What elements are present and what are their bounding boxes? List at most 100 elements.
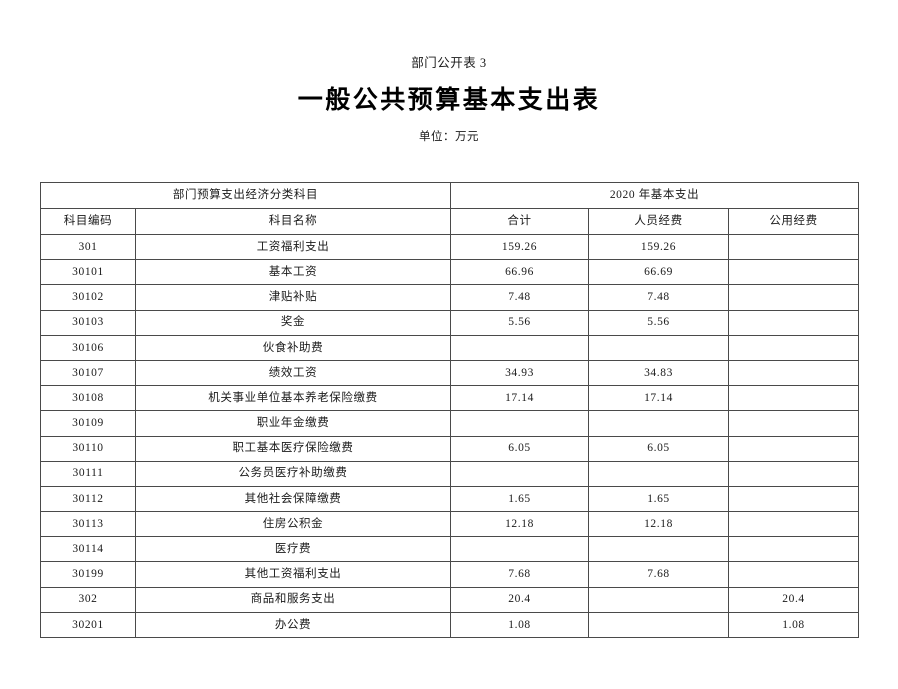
cell-total: 159.26 — [450, 233, 590, 261]
cell-public — [728, 561, 860, 588]
table-row: 30109 职业年金缴费 — [40, 410, 860, 437]
cell-name: 其他社会保障缴费 — [134, 485, 452, 513]
cell-person: 17.14 — [588, 385, 730, 412]
cell-public — [728, 284, 860, 311]
table-group-header-row: 部门预算支出经济分类科目 2020 年基本支出 — [39, 182, 860, 209]
column-header-public: 公用经费 — [728, 208, 860, 235]
cell-person — [588, 586, 730, 613]
cell-public — [728, 359, 860, 387]
cell-person: 7.48 — [588, 284, 730, 311]
table-header: 部门预算支出经济分类科目 2020 年基本支出 科目编码 科目名称 合计 人员经… — [39, 182, 860, 235]
cell-total: 1.65 — [450, 485, 590, 513]
table-row: 30111 公务员医疗补助缴费 — [40, 460, 860, 487]
cell-total: 5.56 — [450, 309, 590, 336]
table-row: 30199 其他工资福利支出 7.68 7.68 — [40, 561, 860, 588]
unit-note: 单位：万元 — [419, 130, 479, 143]
cell-person — [588, 334, 730, 361]
cell-code: 30108 — [40, 385, 136, 412]
table-row: 30102 津贴补贴 7.48 7.48 — [40, 284, 860, 311]
cell-person: 1.65 — [588, 485, 730, 513]
cell-total — [450, 460, 590, 487]
budget-table: 部门预算支出经济分类科目 2020 年基本支出 科目编码 科目名称 合计 人员经… — [39, 182, 860, 639]
cell-public — [728, 334, 860, 361]
cell-code: 30107 — [40, 359, 136, 387]
cell-name: 职工基本医疗保险缴费 — [134, 435, 452, 462]
cell-person: 5.56 — [588, 309, 730, 336]
cell-total: 34.93 — [450, 359, 590, 387]
cell-code: 30114 — [40, 536, 136, 563]
table-row: 30101 基本工资 66.96 66.69 — [40, 259, 860, 286]
cell-total: 66.96 — [450, 259, 590, 286]
table-row: 30103 奖金 5.56 5.56 — [40, 309, 860, 336]
cell-total — [450, 334, 590, 361]
cell-code: 30113 — [40, 511, 136, 538]
cell-code: 30111 — [40, 460, 136, 487]
cell-person: 66.69 — [588, 259, 730, 286]
cell-code: 30106 — [40, 334, 136, 361]
cell-code: 30102 — [40, 284, 136, 311]
cell-total: 20.4 — [450, 586, 590, 613]
cell-name: 其他工资福利支出 — [134, 561, 452, 588]
table-body: 301 工资福利支出 159.26 159.26 30101 基本工资 66.96 66.69… — [40, 233, 860, 639]
document-page: 部门公开表 3 一般公共预算基本支出表 单位：万元 部门预算支出经济分类科目 2… — [0, 55, 898, 689]
cell-name: 职业年金缴费 — [134, 410, 452, 437]
cell-code: 30199 — [40, 561, 136, 588]
budget-table-container: 部门预算支出经济分类科目 2020 年基本支出 科目编码 科目名称 合计 人员经… — [39, 182, 860, 639]
cell-person — [588, 410, 730, 437]
column-header-code: 科目编码 — [40, 208, 136, 235]
table-row: 301 工资福利支出 159.26 159.26 — [40, 233, 860, 261]
table-row: 30107 绩效工资 34.93 34.83 — [40, 359, 860, 387]
cell-total: 12.18 — [450, 511, 590, 538]
table-row: 30112 其他社会保障缴费 1.65 1.65 — [40, 485, 860, 513]
cell-name: 商品和服务支出 — [134, 586, 452, 613]
cell-total: 17.14 — [450, 385, 590, 412]
cell-public — [728, 536, 860, 563]
cell-public — [728, 410, 860, 437]
column-header-person: 人员经费 — [588, 208, 730, 235]
cell-name: 伙食补助费 — [134, 334, 452, 361]
cell-name: 公务员医疗补助缴费 — [134, 460, 452, 487]
cell-name: 奖金 — [134, 309, 452, 336]
cell-code: 301 — [40, 233, 136, 261]
cell-total: 7.68 — [450, 561, 590, 588]
table-row: 30113 住房公积金 12.18 12.18 — [40, 511, 860, 538]
cell-total: 7.48 — [450, 284, 590, 311]
cell-public — [728, 309, 860, 336]
cell-public — [728, 259, 860, 286]
cell-person — [588, 536, 730, 563]
cell-total — [450, 536, 590, 563]
group-header-right: 2020 年基本支出 — [450, 182, 860, 209]
document-header-label: 部门公开表 3 — [411, 56, 487, 70]
cell-public: 20.4 — [728, 586, 860, 613]
cell-name: 医疗费 — [134, 536, 452, 563]
table-row: 30108 机关事业单位基本养老保险缴费 17.14 17.14 — [40, 385, 860, 412]
cell-name: 机关事业单位基本养老保险缴费 — [134, 385, 452, 412]
cell-person: 34.83 — [588, 359, 730, 387]
cell-public — [728, 460, 860, 487]
page-title: 一般公共预算基本支出表 — [297, 85, 601, 114]
cell-name: 基本工资 — [134, 259, 452, 286]
column-header-total: 合计 — [450, 208, 590, 235]
cell-code: 30110 — [40, 435, 136, 462]
cell-code: 302 — [40, 586, 136, 613]
cell-person: 12.18 — [588, 511, 730, 538]
cell-public — [728, 511, 860, 538]
cell-code: 30101 — [40, 259, 136, 286]
cell-total — [450, 410, 590, 437]
table-column-header-row: 科目编码 科目名称 合计 人员经费 公用经费 — [40, 208, 860, 235]
cell-person: 7.68 — [588, 561, 730, 588]
cell-public — [728, 435, 860, 462]
cell-code: 30109 — [40, 410, 136, 437]
cell-code: 30103 — [40, 309, 136, 336]
cell-public — [728, 233, 860, 261]
cell-total: 6.05 — [450, 435, 590, 462]
cell-person — [588, 460, 730, 487]
group-header-left: 部门预算支出经济分类科目 — [39, 182, 452, 209]
cell-name: 住房公积金 — [134, 511, 452, 538]
cell-name: 工资福利支出 — [134, 233, 452, 261]
cell-name: 绩效工资 — [134, 359, 452, 387]
cell-public — [728, 485, 860, 513]
table-row: 30114 医疗费 — [40, 536, 860, 563]
table-row: 30106 伙食补助费 — [40, 334, 860, 361]
table-row: 302 商品和服务支出 20.4 20.4 — [40, 586, 860, 613]
